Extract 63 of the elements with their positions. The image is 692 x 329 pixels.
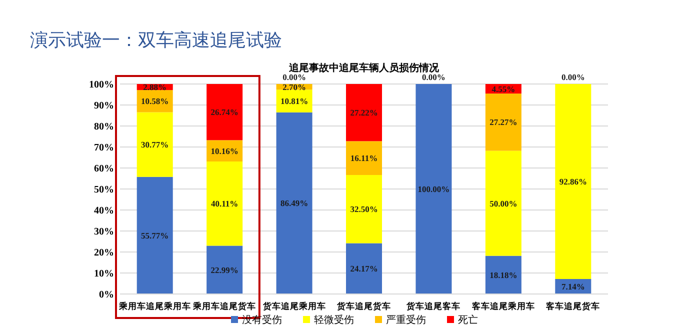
- bar: [206, 84, 243, 140]
- data-label: 24.17%: [350, 264, 378, 274]
- legend-label: 严重受伤: [386, 314, 426, 326]
- y-tick-label: 10%: [94, 268, 114, 280]
- x-tick-label: 客车追尾货车: [545, 301, 600, 312]
- data-label: 92.86%: [559, 176, 587, 187]
- bar: [346, 141, 382, 175]
- data-label: 86.49%: [280, 198, 308, 208]
- data-label: 100.00%: [418, 184, 450, 194]
- y-tick-label: 30%: [94, 226, 114, 238]
- bar: [346, 84, 382, 142]
- x-tick-label: 客车追尾乘用车: [470, 301, 535, 312]
- data-label: 26.74%: [210, 107, 238, 118]
- y-tick-label: 40%: [94, 206, 114, 216]
- data-label: 16.11%: [350, 153, 378, 164]
- bar: [276, 112, 312, 294]
- bar: [206, 161, 243, 246]
- bar: [555, 84, 592, 280]
- bar: [416, 84, 452, 294]
- data-label: 40.11%: [210, 198, 238, 209]
- x-tick-label: 货车追尾客车: [406, 301, 461, 312]
- x-tick-label: 乘用车追尾乘用车: [118, 301, 191, 312]
- data-label: 0.00%: [561, 72, 585, 82]
- legend-label: 轻微受伤: [314, 314, 354, 326]
- data-label: 10.16%: [210, 146, 238, 156]
- y-tick-label: 100%: [89, 80, 114, 90]
- data-label: 2.88%: [143, 82, 167, 92]
- y-tick-label: 90%: [94, 100, 114, 112]
- bar: [346, 243, 382, 294]
- x-tick-label: 乘用车追尾货车: [192, 301, 256, 312]
- data-label: 30.77%: [141, 140, 169, 150]
- y-tick-label: 80%: [94, 122, 114, 132]
- y-tick-label: 70%: [94, 142, 114, 154]
- data-label: 10.81%: [280, 96, 308, 106]
- data-label: 32.50%: [350, 204, 378, 214]
- data-label: 7.14%: [561, 282, 585, 292]
- y-tick-label: 20%: [94, 248, 114, 258]
- chart-title: 演示试验一：双车高速追尾试验: [30, 30, 282, 51]
- x-tick-label: 货车追尾乘用车: [262, 301, 326, 312]
- x-tick-label: 货车追尾货车: [336, 301, 391, 312]
- y-tick-label: 0%: [99, 290, 114, 300]
- data-label: 50.00%: [490, 198, 518, 208]
- bar: [136, 112, 173, 177]
- bar: [485, 256, 522, 294]
- bar: [136, 176, 173, 294]
- bar: [485, 150, 522, 256]
- y-tick-label: 50%: [94, 184, 114, 196]
- bar: [206, 246, 243, 294]
- bar: [346, 174, 382, 244]
- bar: [485, 94, 522, 151]
- legend-label: 死亡: [458, 314, 478, 326]
- y-tick-label: 60%: [94, 164, 114, 174]
- data-label: 0.00%: [282, 72, 306, 82]
- data-label: 10.58%: [141, 96, 169, 106]
- data-label: 0.00%: [422, 72, 446, 82]
- data-label: 4.55%: [492, 84, 516, 94]
- chart-subtitle: 追尾事故中追尾车辆人员损伤情况: [288, 62, 440, 74]
- data-label: 22.99%: [210, 264, 238, 275]
- data-label: 2.70%: [282, 82, 306, 92]
- data-label: 55.77%: [141, 230, 169, 240]
- data-label: 18.18%: [490, 270, 518, 280]
- data-label: 27.22%: [350, 108, 378, 118]
- data-label: 27.27%: [490, 117, 518, 128]
